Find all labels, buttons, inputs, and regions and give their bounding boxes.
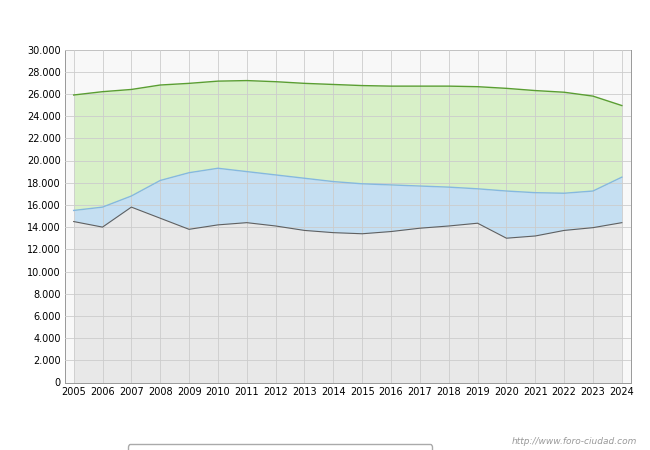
Legend: Ocupados, Parados, Hab. entre 16-64: Ocupados, Parados, Hab. entre 16-64 (127, 444, 432, 450)
Text: Plasencia - Evolucion de la poblacion en edad de Trabajar Mayo de 2024: Plasencia - Evolucion de la poblacion en… (55, 13, 595, 26)
Text: http://www.foro-ciudad.com: http://www.foro-ciudad.com (512, 436, 637, 446)
